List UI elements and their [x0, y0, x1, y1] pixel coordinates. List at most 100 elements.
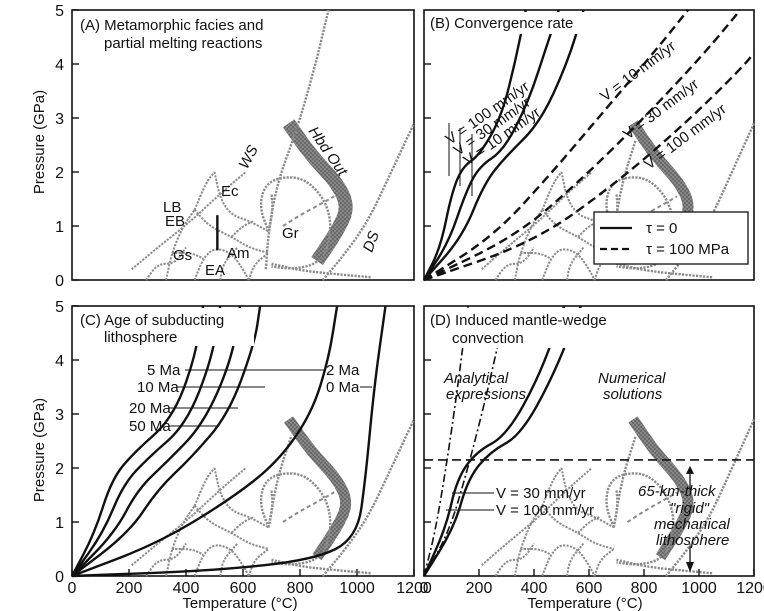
solidus-boundary [271, 558, 372, 575]
x-tick-label: 0 [420, 580, 429, 597]
annot-0ma: 0 Ma [326, 379, 360, 396]
series-line-3 [422, 305, 582, 577]
facies-boundary-1 [513, 505, 544, 577]
y-tick-label: 4 [55, 57, 64, 74]
ws-boundary [612, 435, 637, 528]
panel-c: 0 1 2 3 4 5 0 200 400 600 800 1000 1200 (C) Age of s… [55, 299, 432, 597]
panel-c-ticks: 0 1 2 3 4 5 0 200 400 600 800 1000 1200 [55, 299, 432, 597]
panel-b: (B) Convergence rate V = 100 mm/yr V = 3… [422, 9, 756, 282]
annot-20ma: 20 Ma [129, 400, 171, 417]
series-line-3 [71, 305, 262, 577]
facies-boundary-9 [171, 252, 204, 260]
series-line-2 [423, 9, 585, 281]
series-line-2 [71, 305, 242, 577]
x-tick-label: 1000 [681, 580, 717, 597]
facies-boundary-9 [520, 548, 551, 556]
facies-boundary-8 [219, 542, 239, 577]
facies-boundary-5 [145, 247, 187, 281]
facies-boundary-8 [566, 246, 585, 281]
region-label-ds: DS [360, 229, 383, 254]
ws-boundary [267, 435, 293, 528]
x-tick-label: 600 [230, 580, 257, 597]
region-label-gr: Gr [282, 225, 299, 242]
series-line-0 [70, 305, 205, 577]
region-label-ws: WS [236, 143, 262, 172]
facies-boundary-10 [593, 548, 615, 577]
y-axis-label-top: Pressure (GPa) [31, 90, 48, 194]
annot-50ma: 50 Ma [129, 418, 171, 435]
facies-boundary-5 [494, 247, 535, 281]
facies-boundary-0 [481, 467, 593, 566]
panel-a: (A) Metamorphic facies and partial melti… [55, 3, 416, 290]
x-tick-label: 800 [631, 580, 658, 597]
annot-2ma: 2 Ma [326, 362, 360, 379]
ds-boundary [321, 122, 416, 281]
facies-boundary-10 [247, 548, 270, 577]
facies-boundary-6 [541, 544, 596, 577]
facies-boundary-4 [541, 505, 615, 550]
series-line-5 [71, 305, 387, 578]
facies-boundary-8 [219, 246, 239, 281]
panel-c-title-line1: (C) Age of subducting [80, 312, 224, 329]
x-axis-label-left: Temperature (°C) [182, 595, 297, 611]
facies-boundary-4 [193, 505, 269, 550]
y-tick-label: 0 [55, 273, 64, 290]
x-tick-label: 200 [466, 580, 493, 597]
facies-boundary-7 [577, 515, 601, 534]
facies-boundary-3 [560, 171, 615, 233]
ws-boundary [612, 139, 637, 232]
region-label-am: Am [227, 245, 250, 262]
panel-d-title-bg [426, 308, 604, 348]
region-label-ea: EA [205, 262, 225, 279]
x-tick-label: 1200 [396, 580, 432, 597]
panel-d: 0 200 400 600 800 1000 1200 (D) Induced mantle… [420, 305, 764, 597]
y-tick-label: 2 [55, 165, 64, 182]
series-line-1 [71, 305, 222, 577]
dashed-reaction-boundary [282, 195, 335, 227]
series-line-3 [423, 9, 689, 282]
annot-v30: V = 30 mm/yr [496, 485, 586, 502]
x-tick-label: 1200 [736, 580, 764, 597]
series-line-5 [423, 52, 755, 282]
melting-loop-boundary [605, 472, 675, 566]
panel-a-title-line2: partial melting reactions [104, 35, 262, 52]
facies-boundary-7 [230, 219, 255, 238]
arrow-up-head [686, 465, 694, 474]
series-line-2 [422, 305, 566, 577]
facies-boundary-8 [566, 542, 585, 577]
solidus-boundary [616, 558, 713, 575]
legend-dashed-label: τ = 100 MPa [646, 241, 730, 258]
annot-10ma: 10 Ma [137, 379, 179, 396]
x-tick-label: 0 [68, 580, 77, 597]
facies-boundary-6 [541, 248, 596, 281]
y-tick-label: 4 [55, 353, 64, 370]
facies-boundary-6 [193, 248, 250, 281]
panel-a-facies-field [131, 9, 416, 281]
solidus-boundary [271, 262, 372, 279]
melting-loop-boundary [259, 176, 332, 270]
panel-c-leaders [169, 369, 372, 427]
facies-boundary-2 [541, 467, 563, 507]
panel-d-facies-field [481, 416, 756, 577]
panel-c-facies-field [131, 416, 416, 577]
x-tick-label: 600 [576, 580, 603, 597]
x-tick-label: 200 [116, 580, 143, 597]
facies-boundary-4 [193, 209, 269, 254]
annot-lith-line3: mechanical [654, 516, 731, 533]
panel-a-frame [71, 9, 415, 281]
facies-boundary-0 [481, 171, 593, 270]
y-tick-label: 5 [55, 3, 64, 20]
annot-5ma: 5 Ma [147, 362, 181, 379]
dashed-reaction-boundary [626, 491, 678, 523]
facies-boundary-2 [541, 171, 563, 211]
annot-v100: V = 100 mm/yr [496, 502, 594, 519]
region-label-ec: Ec [221, 183, 239, 200]
facies-boundary-3 [560, 467, 615, 529]
series-line-4 [71, 305, 339, 578]
y-tick-label: 0 [55, 569, 64, 586]
facies-boundary-1 [165, 209, 196, 281]
y-tick-label: 2 [55, 461, 64, 478]
x-axis-label-right: Temperature (°C) [527, 595, 642, 611]
annot-numerical-line2: solutions [603, 386, 663, 403]
